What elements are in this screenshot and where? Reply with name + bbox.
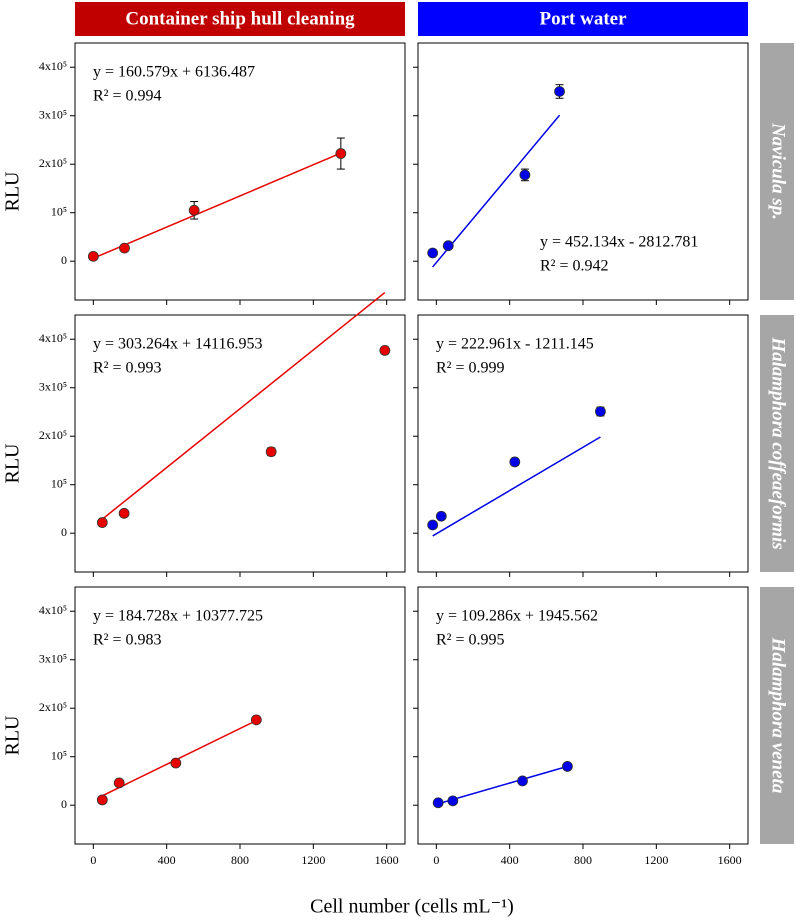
- r-squared: R² = 0.994: [93, 88, 162, 105]
- plot-frame: [417, 586, 749, 845]
- fit-line: [101, 719, 257, 797]
- point: [517, 775, 528, 787]
- plot-frame: [74, 314, 406, 573]
- row-label-box: [760, 587, 794, 844]
- fit-line: [432, 436, 601, 537]
- point: [335, 148, 347, 159]
- y-tick-label: 0: [61, 525, 67, 539]
- y-tick-label: 2x10⁵: [39, 428, 67, 442]
- y-tick-label: 4x10⁵: [39, 603, 67, 617]
- row-label-box: [760, 43, 794, 300]
- y-axis-label: RLU: [2, 715, 24, 756]
- x-tick-label: 800: [231, 853, 249, 867]
- plot-frame: [74, 586, 406, 845]
- y-axis-label: RLU: [2, 171, 24, 212]
- y-axis-label: RLU: [2, 443, 24, 484]
- x-tick-label: 800: [574, 853, 592, 867]
- r-squared: R² = 0.995: [436, 632, 505, 649]
- row-label: Halamphora veneta: [768, 637, 789, 794]
- y-tick-label: 4x10⁵: [39, 59, 67, 73]
- y-tick-label: 4x10⁵: [39, 331, 67, 345]
- point: [170, 757, 182, 769]
- column-header-text: Port water: [539, 8, 627, 29]
- x-tick-label: 1600: [375, 853, 399, 867]
- point: [113, 777, 125, 789]
- equation: y = 452.134x - 2812.781: [540, 234, 698, 251]
- point: [427, 247, 439, 259]
- fit-line: [432, 114, 561, 268]
- x-tick-label: 1600: [718, 853, 742, 867]
- point: [562, 761, 573, 772]
- x-tick-label: 1200: [644, 853, 668, 867]
- point: [188, 204, 200, 216]
- y-tick-label: 2x10⁵: [39, 156, 67, 170]
- row-label-box: [760, 315, 794, 572]
- column-header: [75, 2, 405, 36]
- point: [519, 169, 531, 181]
- point: [595, 406, 606, 417]
- r-squared: R² = 0.999: [436, 360, 505, 377]
- x-tick-label: 0: [90, 853, 96, 867]
- point: [509, 456, 521, 468]
- y-tick-label: 3x10⁵: [39, 107, 67, 121]
- point: [379, 344, 391, 356]
- r-squared: R² = 0.942: [540, 258, 609, 275]
- y-tick-label: 10⁵: [51, 476, 67, 490]
- point: [87, 250, 99, 262]
- point: [265, 446, 277, 458]
- y-tick-label: 3x10⁵: [39, 379, 67, 393]
- point: [435, 510, 447, 522]
- point: [447, 795, 459, 807]
- r-squared: R² = 0.993: [93, 360, 162, 377]
- point: [427, 519, 439, 531]
- y-tick-label: 10⁵: [51, 748, 67, 762]
- y-tick-label: 0: [61, 797, 67, 811]
- x-tick-label: 1200: [301, 853, 325, 867]
- point: [119, 242, 130, 254]
- fit-line: [93, 152, 342, 259]
- y-tick-label: 0: [61, 253, 67, 267]
- equation: y = 109.286x + 1945.562: [436, 608, 598, 625]
- equation: y = 303.264x + 14116.953: [93, 336, 262, 353]
- fit-line: [437, 765, 568, 805]
- point: [118, 507, 130, 519]
- x-tick-label: 400: [158, 853, 176, 867]
- x-tick-label: 400: [501, 853, 519, 867]
- x-axis-label: Cell number (cells mL⁻¹): [310, 896, 514, 918]
- r-squared: R² = 0.983: [93, 632, 162, 649]
- y-tick-label: 2x10⁵: [39, 700, 67, 714]
- plot-frame: [417, 314, 749, 573]
- point: [554, 86, 565, 97]
- fit-line: [101, 291, 386, 520]
- y-tick-label: 10⁵: [51, 204, 67, 218]
- plot-frame: [74, 42, 406, 301]
- point: [96, 794, 108, 806]
- column-header: [418, 2, 748, 36]
- point: [250, 714, 262, 726]
- equation: y = 222.961x - 1211.145: [436, 336, 594, 353]
- row-label: Halamphora coffeaeformis: [768, 336, 789, 549]
- x-tick-label: 0: [433, 853, 439, 867]
- equation: y = 184.728x + 10377.725: [93, 608, 263, 625]
- column-header-text: Container ship hull cleaning: [125, 8, 355, 29]
- row-label: Navicula sp.: [768, 122, 789, 220]
- equation: y = 160.579x + 6136.487: [93, 64, 255, 81]
- y-tick-label: 3x10⁵: [39, 651, 67, 665]
- point: [442, 240, 454, 252]
- point: [432, 797, 444, 809]
- point: [96, 517, 108, 528]
